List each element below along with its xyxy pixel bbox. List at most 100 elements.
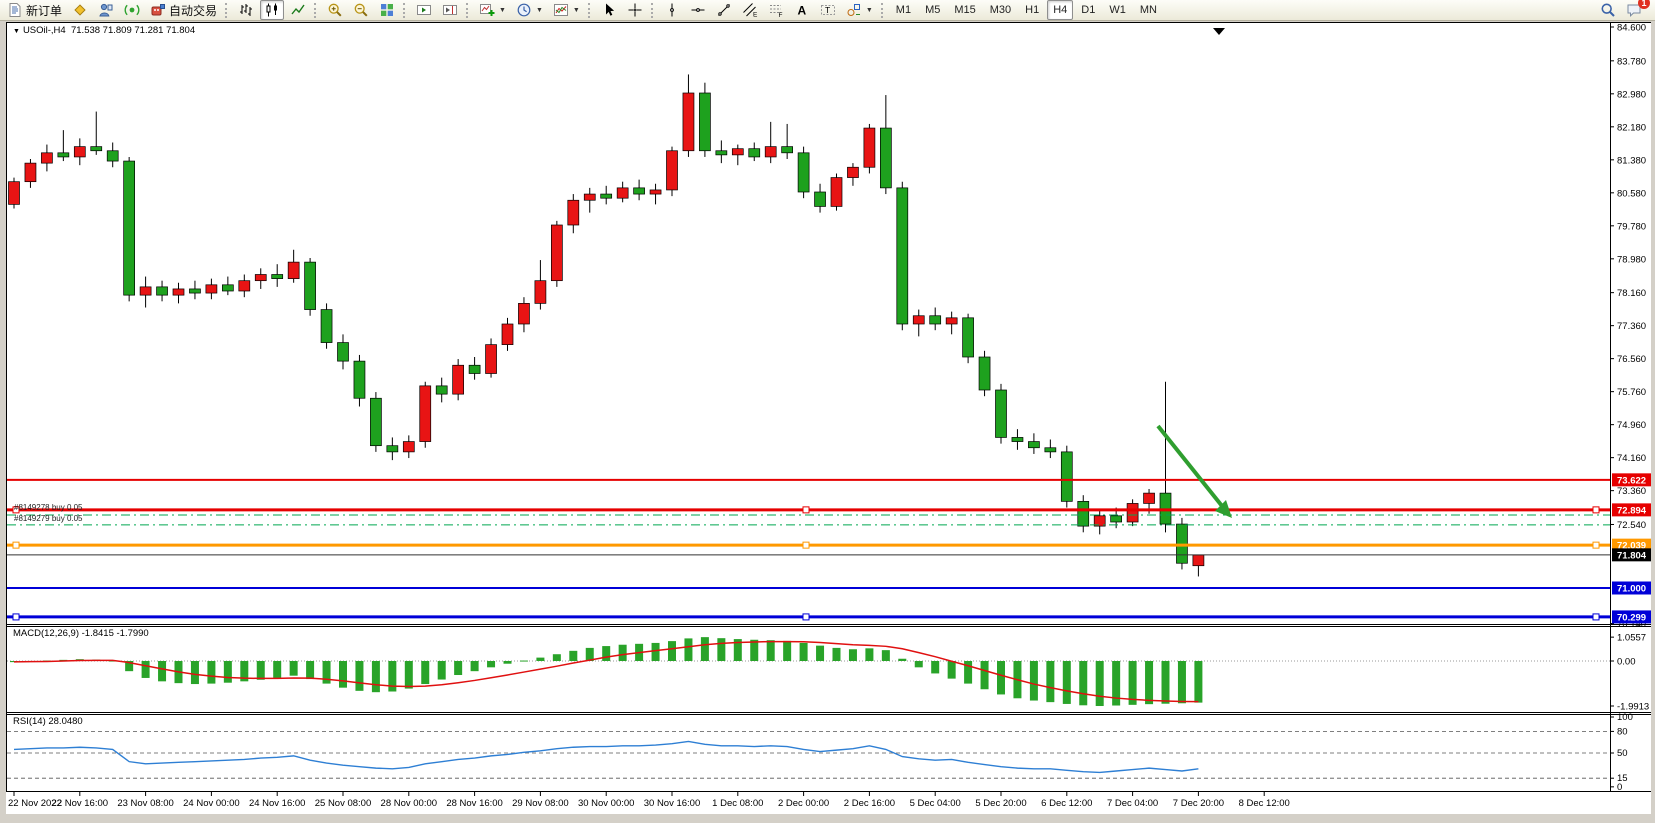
shapes-icon bbox=[847, 4, 860, 16]
profiles-button[interactable]: ▼ bbox=[512, 0, 547, 20]
trendline-button[interactable] bbox=[712, 0, 736, 20]
text-button[interactable]: A bbox=[790, 0, 814, 20]
svg-text:74.960: 74.960 bbox=[1617, 420, 1646, 431]
equidistant-channel-button[interactable]: E bbox=[738, 0, 762, 20]
macd-histogram-bar bbox=[964, 661, 973, 684]
svg-text:E: E bbox=[753, 12, 758, 19]
new-chart-icon bbox=[480, 4, 495, 16]
hline-handle[interactable] bbox=[12, 506, 20, 514]
hline-handle[interactable] bbox=[802, 506, 810, 514]
price-badge: 72.894 bbox=[1617, 505, 1647, 516]
macd-histogram-bar bbox=[1046, 661, 1055, 703]
macd-histogram-bar bbox=[273, 661, 282, 678]
svg-text:24 Nov 00:00: 24 Nov 00:00 bbox=[183, 798, 240, 809]
svg-text:0: 0 bbox=[1617, 782, 1622, 793]
svg-text:-1.9913: -1.9913 bbox=[1617, 702, 1649, 713]
horizontal-line-button[interactable] bbox=[686, 0, 710, 20]
timeframe-button-m1[interactable]: M1 bbox=[895, 4, 912, 16]
macd-histogram-bar bbox=[733, 639, 742, 661]
crosshair-icon bbox=[628, 3, 642, 17]
search-button[interactable] bbox=[1596, 0, 1620, 20]
crosshair-button[interactable] bbox=[623, 0, 647, 20]
auto-scroll-button[interactable] bbox=[412, 0, 436, 20]
timeframe-button-m30[interactable]: M30 bbox=[989, 4, 1012, 16]
svg-text:30 Nov 16:00: 30 Nov 16:00 bbox=[644, 798, 701, 809]
macd-histogram-bar bbox=[1095, 661, 1104, 707]
macd-histogram-bar bbox=[668, 641, 676, 661]
market-watch-button[interactable] bbox=[68, 0, 92, 20]
macd-histogram-bar bbox=[1079, 661, 1088, 706]
timeframe-button-m15[interactable]: M15 bbox=[954, 4, 976, 16]
dropdown-arrow-icon: ▼ bbox=[535, 6, 543, 14]
zoom-out-icon bbox=[354, 3, 368, 17]
hline-handle[interactable] bbox=[802, 541, 810, 549]
macd-histogram-bar bbox=[717, 638, 726, 661]
svg-text:23 Nov 08:00: 23 Nov 08:00 bbox=[117, 798, 174, 809]
macd-histogram-bar bbox=[289, 661, 298, 676]
macd-histogram-bar bbox=[223, 661, 232, 683]
dropdown-arrow-icon: ▼ bbox=[499, 6, 506, 14]
chart-canvas[interactable]: 84.600 83.780 82.980 82.180 81.380 80.580 79.7… bbox=[6, 22, 1651, 814]
macd-histogram-bar bbox=[388, 661, 397, 692]
down-arrow-annotation[interactable] bbox=[1156, 424, 1232, 518]
hline-handle[interactable] bbox=[12, 613, 20, 621]
fibonacci-button[interactable]: F bbox=[764, 0, 788, 20]
timeframe-button-mn[interactable]: MN bbox=[1139, 4, 1157, 16]
alerts-button[interactable] bbox=[120, 0, 144, 20]
rsi-line bbox=[13, 740, 1199, 774]
svg-text:T: T bbox=[825, 5, 830, 15]
timeframe-button-m5[interactable]: M5 bbox=[925, 4, 941, 16]
timeframe-button-h4[interactable]: H4 bbox=[1047, 0, 1074, 20]
chart-shift-button[interactable] bbox=[438, 0, 462, 20]
text-label-button[interactable]: T bbox=[816, 0, 840, 20]
macd-histogram-bar bbox=[848, 649, 857, 661]
horizontal-lines bbox=[7, 478, 1610, 621]
cursor-icon bbox=[605, 3, 614, 16]
timeframe-button-w1[interactable]: W1 bbox=[1109, 4, 1126, 16]
svg-text:80: 80 bbox=[1617, 726, 1628, 737]
price-badge: 72.039 bbox=[1617, 541, 1646, 552]
navigator-button[interactable] bbox=[94, 0, 118, 20]
svg-text:5 Dec 20:00: 5 Dec 20:00 bbox=[975, 798, 1026, 809]
chart-shift-marker[interactable] bbox=[1213, 28, 1225, 35]
hline-handle[interactable] bbox=[1592, 613, 1600, 621]
svg-text:2 Dec 00:00: 2 Dec 00:00 bbox=[778, 798, 829, 809]
line-chart-button[interactable] bbox=[286, 0, 310, 20]
hline-handle[interactable] bbox=[1592, 506, 1600, 514]
vertical-line-button[interactable] bbox=[660, 0, 684, 20]
notifications-button[interactable]: 1 bbox=[1622, 0, 1650, 20]
indicators-button[interactable]: ▼ bbox=[549, 0, 584, 20]
zoom-in-button[interactable] bbox=[323, 0, 347, 20]
candle-chart-button[interactable] bbox=[260, 0, 285, 20]
macd-histogram-bar bbox=[437, 661, 446, 680]
price-axis: 84.600 83.780 82.980 82.180 81.380 80.580 79.7… bbox=[1610, 23, 1646, 630]
macd-histogram-bar bbox=[569, 650, 578, 661]
price-badge: 70.299 bbox=[1617, 612, 1646, 623]
svg-text:F: F bbox=[778, 12, 782, 18]
svg-text:24 Nov 16:00: 24 Nov 16:00 bbox=[249, 798, 306, 809]
timeframe-button-h1[interactable]: H1 bbox=[1025, 4, 1040, 16]
timeframe-button-d1[interactable]: D1 bbox=[1081, 4, 1096, 16]
dropdown-arrow-icon: ▼ bbox=[865, 6, 873, 14]
toolbar-separator bbox=[314, 2, 319, 18]
new-order-button[interactable]: 新订单 bbox=[3, 0, 66, 20]
hline-handle[interactable] bbox=[802, 613, 810, 621]
profiles-icon bbox=[517, 3, 531, 17]
macd-histogram-bar bbox=[881, 650, 890, 661]
hline-handle[interactable] bbox=[1592, 541, 1600, 549]
cursor-button[interactable] bbox=[597, 0, 621, 20]
bar-chart-button[interactable] bbox=[234, 0, 258, 20]
macd-histogram-bar bbox=[306, 661, 315, 680]
zoom-out-button[interactable] bbox=[349, 0, 373, 20]
auto-scroll-icon bbox=[417, 5, 432, 15]
new-chart-button[interactable]: ▼ bbox=[475, 0, 510, 20]
svg-text:80.580: 80.580 bbox=[1617, 188, 1646, 199]
macd-histogram-bar bbox=[618, 644, 627, 661]
tile-windows-button[interactable] bbox=[375, 0, 399, 20]
svg-text:30 Nov 00:00: 30 Nov 00:00 bbox=[578, 798, 635, 809]
chart-frame bbox=[6, 22, 1651, 792]
autotrading-button[interactable]: 自动交易 bbox=[146, 0, 221, 20]
hline-handle[interactable] bbox=[12, 541, 20, 549]
arrows-button[interactable]: ▼ bbox=[842, 0, 877, 20]
